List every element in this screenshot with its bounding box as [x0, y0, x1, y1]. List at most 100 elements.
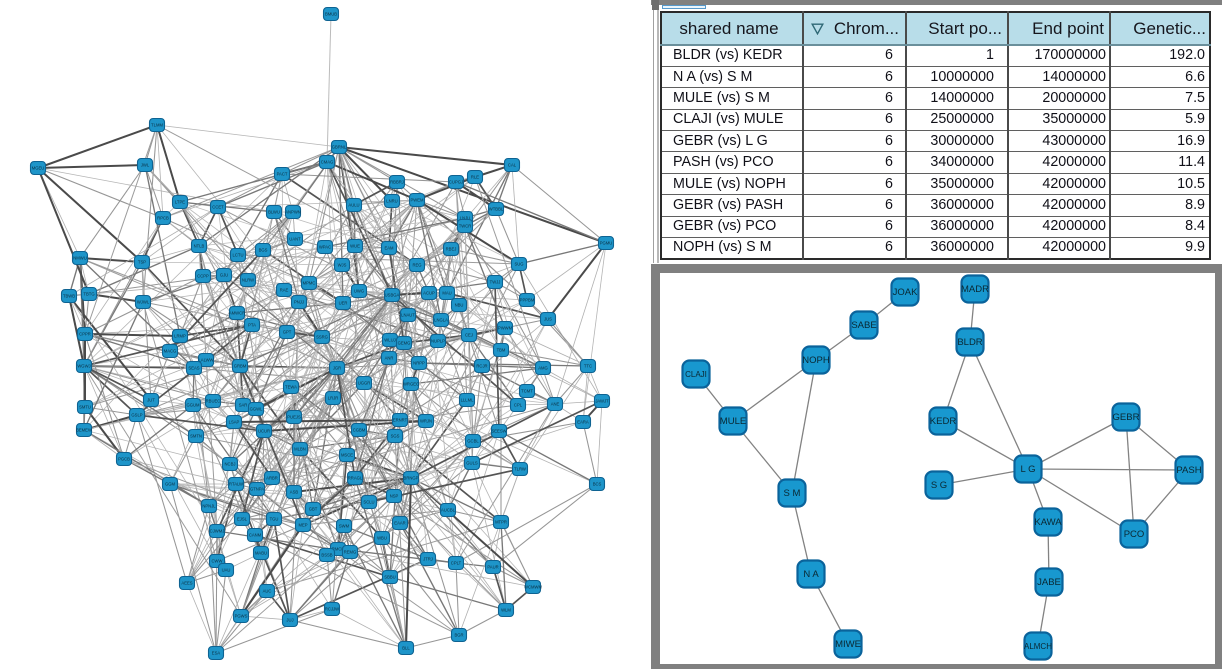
svg-text:EAAR: EAAR: [394, 521, 405, 526]
svg-text:BMUB: BMUB: [325, 12, 337, 17]
svg-text:NUPLP: NUPLP: [431, 339, 445, 344]
svg-text:LTPE: LTPE: [175, 200, 185, 205]
svg-text:REG: REG: [412, 263, 421, 268]
svg-text:BGR: BGR: [454, 633, 463, 638]
svg-text:BCS: BCS: [593, 482, 602, 487]
svg-text:MULE: MULE: [720, 416, 746, 427]
svg-text:BLWU: BLWU: [268, 210, 280, 215]
svg-text:SBBU: SBBU: [384, 575, 395, 580]
svg-text:PAUR: PAUR: [487, 565, 498, 570]
svg-text:SWM: SWM: [339, 524, 350, 529]
svg-text:TBM: TBM: [497, 348, 506, 353]
svg-text:LALWW: LALWW: [198, 358, 213, 363]
svg-text:TLMM: TLMM: [151, 123, 163, 128]
svg-text:JTRJ: JTRJ: [423, 557, 433, 562]
svg-text:NCBJ: NCBJ: [225, 462, 236, 467]
svg-text:TBWB: TBWB: [63, 294, 75, 299]
svg-text:NTLB: NTLB: [194, 244, 205, 249]
svg-text:LNAUT: LNAUT: [401, 313, 415, 318]
svg-text:JUT: JUT: [147, 398, 155, 403]
svg-text:WPAC: WPAC: [319, 245, 331, 250]
svg-text:EAM: EAM: [384, 246, 394, 251]
svg-text:MLBN: MLBN: [294, 447, 306, 452]
svg-text:PGMU: PGMU: [600, 241, 613, 246]
svg-text:GRBM: GRBM: [234, 364, 247, 369]
svg-text:WTBBL: WTBBL: [489, 207, 504, 212]
svg-text:JUJ: JUJ: [286, 618, 293, 623]
svg-text:S G: S G: [931, 480, 947, 491]
svg-text:BSSB: BSSB: [321, 553, 332, 558]
svg-text:ESA: ESA: [212, 651, 221, 656]
svg-text:WRGEC: WRGEC: [403, 382, 419, 387]
svg-text:WUE: WUE: [350, 244, 360, 249]
svg-text:CEJ: CEJ: [465, 333, 473, 338]
svg-text:TLRW: TLRW: [514, 467, 526, 472]
svg-text:MIWE: MIWE: [835, 639, 861, 650]
svg-text:CPLT: CPLT: [451, 561, 462, 566]
svg-text:CLAJI: CLAJI: [685, 370, 707, 379]
svg-text:LRMP: LRMP: [174, 334, 186, 339]
svg-text:GGWL: GGWL: [250, 407, 263, 412]
svg-text:BLDR: BLDR: [957, 337, 982, 348]
svg-text:PWWM: PWWM: [498, 326, 513, 331]
svg-text:NOPH: NOPH: [802, 355, 830, 366]
svg-text:TTC: TTC: [584, 364, 592, 369]
svg-text:RCJR: RCJR: [476, 364, 487, 369]
svg-text:RBUEC: RBUEC: [206, 399, 221, 404]
svg-text:PASH: PASH: [1176, 465, 1201, 476]
svg-text:ERNRT: ERNRT: [393, 418, 408, 423]
svg-text:SSRG: SSRG: [316, 335, 328, 340]
svg-text:JAWJT: JAWJT: [595, 399, 609, 404]
svg-text:GEBR: GEBR: [1113, 412, 1140, 423]
svg-text:MADR: MADR: [961, 284, 989, 295]
svg-text:NBU: NBU: [455, 303, 464, 308]
svg-text:S M: S M: [784, 488, 801, 499]
svg-text:EARA: EARA: [577, 420, 589, 425]
svg-text:GCBL: GCBL: [467, 439, 479, 444]
svg-text:TSP: TSP: [138, 260, 146, 265]
svg-text:SGS: SGS: [391, 434, 400, 439]
svg-text:SMTN: SMTN: [190, 434, 202, 439]
svg-text:BRNGP: BRNGP: [404, 476, 419, 481]
svg-text:AMG: AMG: [538, 366, 548, 371]
svg-text:JUS: JUS: [544, 317, 552, 322]
svg-text:RPCB: RPCB: [157, 216, 169, 221]
svg-text:RMCB: RMCB: [332, 547, 345, 552]
svg-text:GEMG: GEMG: [398, 341, 411, 346]
svg-text:ANPWN: ANPWN: [285, 210, 301, 215]
svg-text:SMTU: SMTU: [79, 405, 91, 410]
svg-text:MEP: MEP: [298, 523, 307, 528]
svg-text:PTA: PTA: [248, 323, 256, 328]
svg-text:TGU: TGU: [270, 517, 279, 522]
svg-text:PACT: PACT: [277, 172, 288, 177]
svg-text:JABE: JABE: [1037, 577, 1061, 588]
svg-text:TCMT: TCMT: [521, 389, 533, 394]
svg-text:MACG: MACG: [164, 349, 177, 354]
svg-text:PGWS: PGWS: [235, 614, 248, 619]
svg-text:UGGR: UGGR: [358, 381, 371, 386]
svg-text:ACUP: ACUP: [423, 291, 435, 296]
svg-text:MABU: MABU: [255, 551, 267, 556]
svg-text:ANR: ANR: [385, 356, 394, 361]
svg-text:RTALW: RTALW: [229, 482, 243, 487]
svg-text:SEAS: SEAS: [188, 366, 199, 371]
svg-text:WRJN: WRJN: [420, 419, 432, 424]
svg-text:GBT: GBT: [309, 507, 318, 512]
svg-text:GULS: GULS: [466, 461, 478, 466]
svg-text:JGR: JGR: [333, 366, 341, 371]
svg-text:CUPGJ: CUPGJ: [449, 180, 463, 185]
svg-text:AUC: AUC: [263, 589, 272, 594]
svg-text:LSAP: LSAP: [229, 420, 240, 425]
svg-text:PNJJ: PNJJ: [294, 300, 304, 305]
svg-text:CJWMJ: CJWMJ: [210, 529, 225, 534]
svg-text:UWG: UWG: [354, 289, 364, 294]
svg-text:WJWL: WJWL: [137, 300, 150, 305]
svg-text:WLUJ: WLUJ: [384, 338, 395, 343]
svg-text:JWL: JWL: [141, 163, 150, 168]
svg-text:UCUR: UCUR: [258, 429, 270, 434]
svg-text:RCJJW: RCJJW: [325, 607, 339, 612]
svg-text:BGS: BGS: [259, 248, 268, 253]
svg-text:CMAG: CMAG: [321, 160, 334, 165]
svg-text:RLE: RLE: [471, 175, 479, 180]
svg-text:RRAGL: RRAGL: [348, 476, 363, 481]
